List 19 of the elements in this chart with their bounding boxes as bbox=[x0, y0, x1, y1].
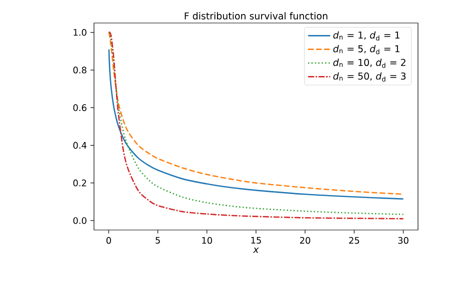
chart-title: F distribution survival function bbox=[184, 12, 328, 20]
legend-label: d$_{n}$ = 50, d$_{d}$ = 3 bbox=[333, 72, 406, 82]
legend-label: d$_{n}$ = 5, d$_{d}$ = 1 bbox=[333, 44, 400, 54]
y-tick-label: 1.0 bbox=[74, 29, 86, 36]
x-tick-label: 20 bbox=[300, 237, 310, 244]
x-tick-label: 0 bbox=[106, 237, 111, 244]
y-tick-label: 0.6 bbox=[73, 104, 86, 112]
x-tick-label: 5 bbox=[156, 237, 160, 244]
y-tick-label: 0.2 bbox=[73, 180, 86, 186]
x-tick-label: 30 bbox=[398, 237, 408, 244]
y-tick-label: 0.0 bbox=[73, 217, 86, 224]
legend-label: d$_{n}$ = 10, d$_{d}$ = 2 bbox=[333, 58, 406, 68]
x-tick-label: 10 bbox=[202, 237, 212, 244]
x-axis-title: x bbox=[252, 248, 259, 253]
y-tick-label: 0.8 bbox=[73, 66, 86, 74]
legend-label: d$_{n}$ = 1, d$_{d}$ = 1 bbox=[333, 31, 400, 41]
y-tick-label: 0.4 bbox=[73, 142, 86, 149]
x-tick-label: 15 bbox=[251, 237, 261, 244]
x-tick-label: 25 bbox=[349, 237, 360, 244]
